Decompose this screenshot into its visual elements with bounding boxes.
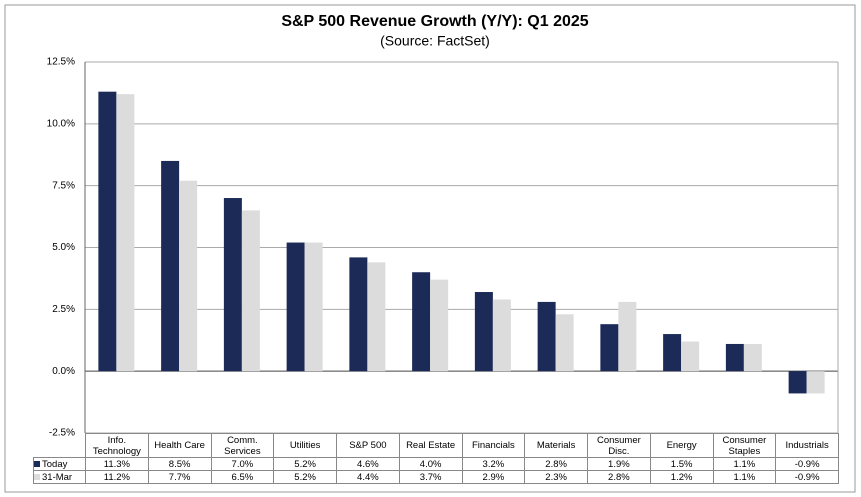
legend-swatch <box>34 460 40 467</box>
value-label: 7.7% <box>147 470 212 484</box>
legend-cell: Today <box>33 457 86 471</box>
category-label: Financials <box>461 433 526 458</box>
bar <box>98 91 117 372</box>
value-label: 1.1% <box>712 470 777 484</box>
category-label: Comm. Services <box>210 433 275 458</box>
bar <box>161 160 180 372</box>
bar <box>743 343 762 372</box>
category-label: Consumer Disc. <box>587 433 651 458</box>
bar <box>663 334 682 372</box>
value-label: 2.8% <box>587 470 651 484</box>
value-label: 4.0% <box>398 457 463 471</box>
legend-swatch <box>34 473 40 480</box>
data-table: Info. Technology Health Care Comm. Service… <box>33 433 839 484</box>
bar <box>241 210 260 372</box>
legend-cell: 31-Mar <box>33 470 86 484</box>
bar <box>179 180 198 372</box>
value-label: 1.5% <box>649 457 714 471</box>
value-label: 2.9% <box>461 470 526 484</box>
value-label: 1.1% <box>712 457 777 471</box>
category-label: Materials <box>524 433 588 458</box>
category-label: Energy <box>649 433 714 458</box>
bar <box>286 242 305 372</box>
bar <box>600 324 619 372</box>
table-series-row: Today 11.3% 8.5% 7.0% 5.2% 4.6% 4.0% 3.2% 2.8% 1.… <box>33 457 839 471</box>
value-label: 3.2% <box>461 457 526 471</box>
value-label: 5.2% <box>273 457 337 471</box>
category-label: Industrials <box>775 433 839 458</box>
value-label: 11.3% <box>85 457 149 471</box>
y-tick-label: 12.5% <box>47 57 75 68</box>
bar <box>474 292 493 372</box>
bar <box>430 279 449 372</box>
category-label: Info. Technology <box>85 433 149 458</box>
category-label: S&P 500 <box>336 433 400 458</box>
value-label: 6.5% <box>210 470 275 484</box>
bar <box>412 272 431 372</box>
bar <box>806 371 825 394</box>
y-tick-label: 5.0% <box>52 242 75 253</box>
y-tick-label: 2.5% <box>52 304 75 315</box>
bar <box>681 341 700 372</box>
chart-subtitle: (Source: FactSet) <box>380 33 490 49</box>
frame <box>4 4 856 493</box>
bar <box>537 301 556 372</box>
legend-label: Today <box>42 458 68 470</box>
bar <box>492 299 511 372</box>
bar <box>367 262 386 372</box>
value-label: 4.4% <box>336 470 400 484</box>
value-label: 2.8% <box>524 457 588 471</box>
value-label: -0.9% <box>775 457 839 471</box>
bar <box>223 198 242 372</box>
value-label: 8.5% <box>147 457 212 471</box>
table-series-row: 31-Mar 11.2% 7.7% 6.5% 5.2% 4.4% 3.7% 2.9% 2.3% 2… <box>33 470 839 484</box>
bar <box>349 257 368 372</box>
y-tick-label: -2.5% <box>49 428 75 439</box>
corner-cell <box>34 434 86 458</box>
legend-label: 31-Mar <box>42 471 73 483</box>
y-tick-label: 0.0% <box>52 366 75 377</box>
bar <box>788 371 807 394</box>
value-label: 5.2% <box>273 470 337 484</box>
bar <box>116 94 135 372</box>
table-header-row: Info. Technology Health Care Comm. Service… <box>34 433 839 458</box>
category-label: Consumer Staples <box>712 433 777 458</box>
value-label: 3.7% <box>398 470 463 484</box>
bar <box>725 343 744 372</box>
y-tick-label: 10.0% <box>47 118 75 129</box>
value-label: -0.9% <box>775 470 839 484</box>
value-label: 2.3% <box>524 470 588 484</box>
chart-title: S&P 500 Revenue Growth (Y/Y): Q1 2025 <box>281 13 588 30</box>
bar <box>555 314 574 372</box>
bar <box>304 242 323 372</box>
bar <box>618 301 637 372</box>
y-tick-label: 7.5% <box>52 180 75 191</box>
category-label: Health Care <box>147 433 212 458</box>
value-label: 4.6% <box>336 457 400 471</box>
value-label: 7.0% <box>210 457 275 471</box>
category-label: Utilities <box>273 433 337 458</box>
value-label: 1.9% <box>587 457 651 471</box>
value-label: 1.2% <box>649 470 714 484</box>
value-label: 11.2% <box>85 470 149 484</box>
category-label: Real Estate <box>398 433 463 458</box>
